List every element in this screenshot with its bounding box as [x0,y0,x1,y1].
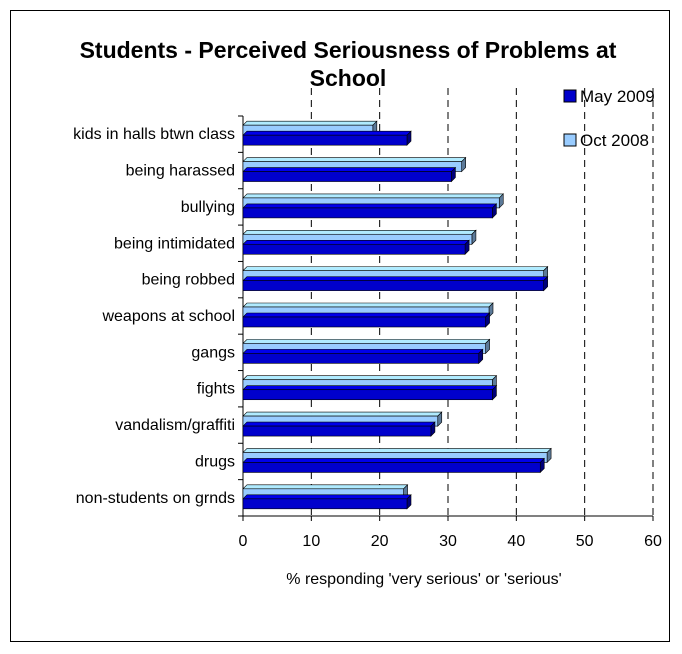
chart-frame: Students - Perceived Seriousness of Prob… [10,10,670,642]
bar-may-2009 [243,426,431,436]
category-label: kids in halls btwn class [73,126,235,143]
category-label: fights [197,381,235,398]
x-axis-label: % responding 'very serious' or 'serious' [286,571,561,588]
bar-may-2009-top [243,204,496,208]
bar-may-2009 [243,244,465,254]
bar-may-2009-top [243,240,469,244]
category-label: bullying [181,199,235,216]
legend-swatch [564,90,576,102]
x-tick-label: 20 [371,533,389,550]
bar-oct-2008-top [243,303,493,307]
bar-may-2009-top [243,313,490,317]
category-label: gangs [191,344,235,361]
category-label: weapons at school [101,308,235,325]
category-label: being intimidated [114,235,235,252]
x-tick-label: 50 [576,533,594,550]
legend-label: May 2009 [580,87,655,106]
bar-may-2009-top [243,168,455,172]
bar-may-2009-top [243,349,483,353]
bar-may-2009-top [243,422,435,426]
bar-chart: Students - Perceived Seriousness of Prob… [11,11,669,641]
bar-may-2009 [243,462,540,472]
bar-oct-2008-top [243,485,408,489]
bar-oct-2008-top [243,158,466,162]
bar-may-2009 [243,353,479,363]
bar-may-2009-top [243,277,548,281]
category-label: being harassed [126,163,235,180]
x-tick-label: 0 [239,533,248,550]
bar-oct-2008-top [243,339,490,343]
category-label: non-students on grnds [76,490,235,507]
bar-oct-2008-top [243,267,548,271]
chart-title-line-1: Students - Perceived Seriousness of Prob… [80,37,617,63]
bar-may-2009-top [243,386,496,390]
bar-oct-2008-top [243,230,476,234]
legend-label: Oct 2008 [580,131,649,150]
category-label: drugs [195,453,235,470]
bar-may-2009 [243,135,407,145]
category-label: vandalism/graffiti [115,417,235,434]
bar-may-2009 [243,208,492,218]
bar-may-2009 [243,281,544,291]
x-tick-label: 60 [644,533,662,550]
chart-title-line-2: School [310,65,387,91]
bar-may-2009 [243,499,407,509]
bar-may-2009 [243,172,451,182]
bar-oct-2008-top [243,412,442,416]
bar-oct-2008-top [243,376,496,380]
bar-oct-2008-top [243,194,503,198]
category-label: being robbed [142,272,235,289]
bar-oct-2008-top [243,448,551,452]
x-tick-label: 30 [439,533,457,550]
bar-may-2009 [243,317,486,327]
x-tick-label: 10 [302,533,320,550]
legend-swatch [564,134,576,146]
bar-may-2009-top [243,458,544,462]
bar-may-2009-top [243,495,411,499]
bar-may-2009-top [243,131,411,135]
bar-may-2009 [243,390,492,400]
bar-oct-2008-top [243,121,377,125]
x-tick-label: 40 [507,533,525,550]
